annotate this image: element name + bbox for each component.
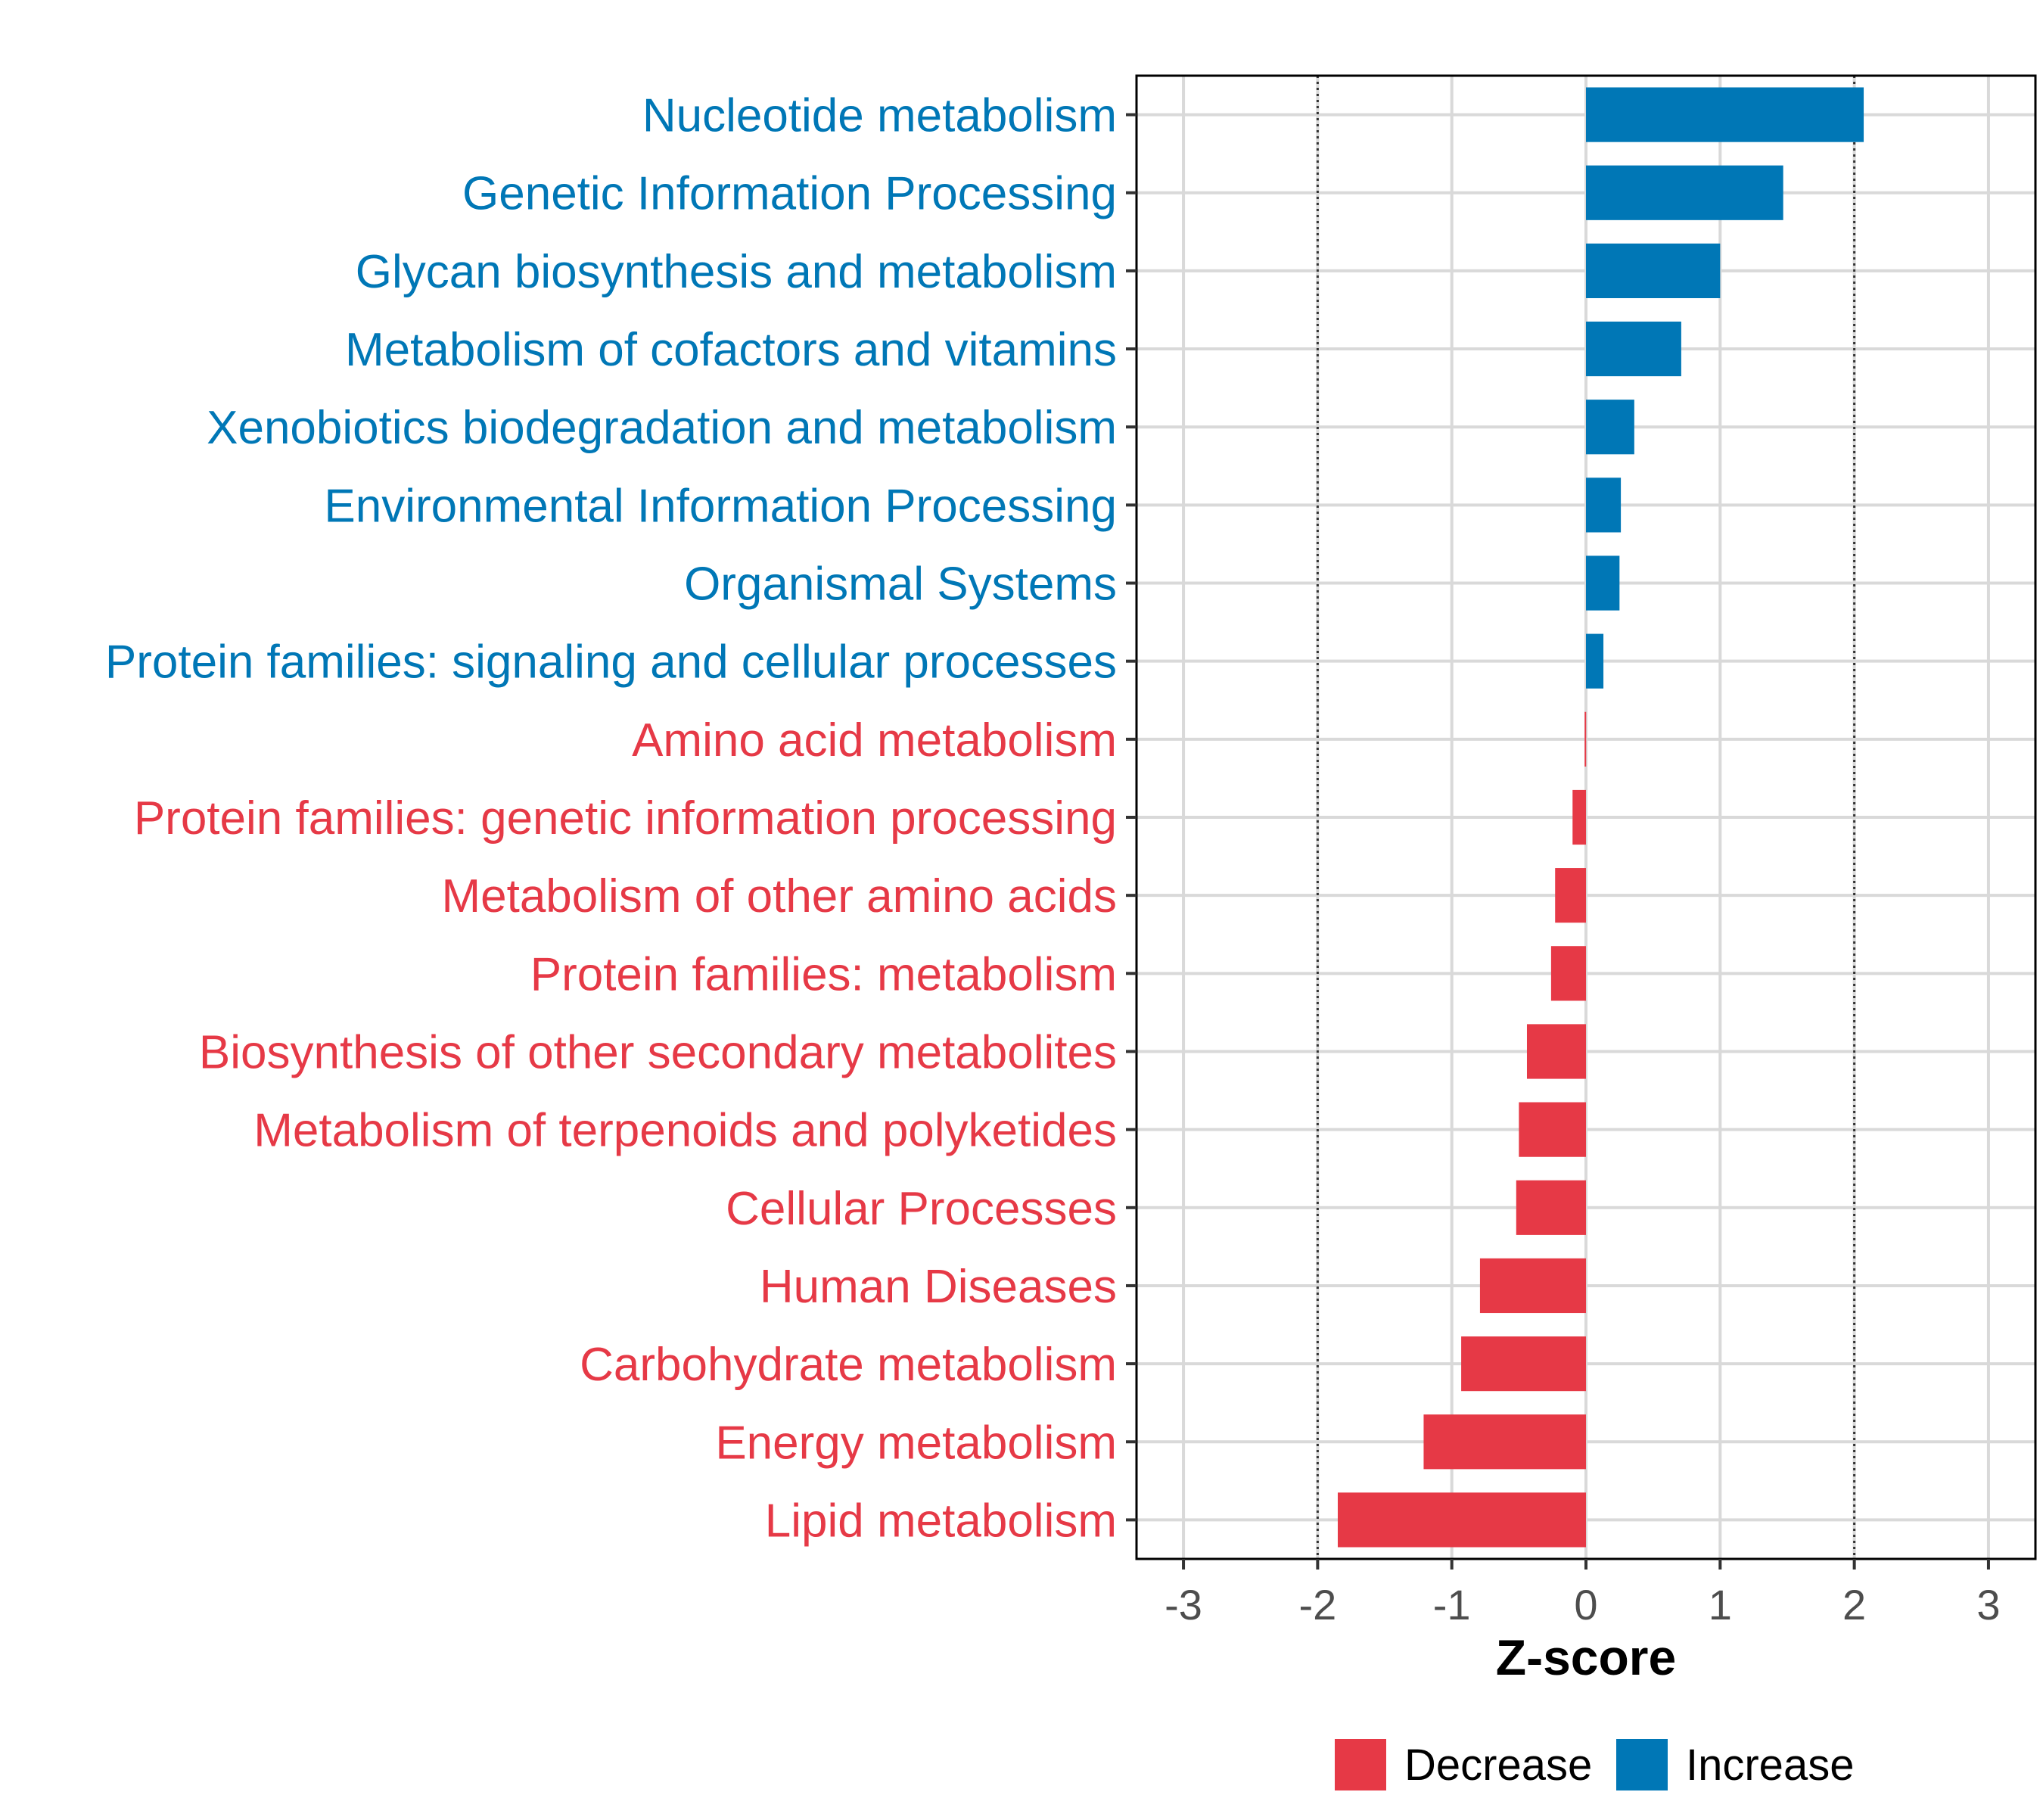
category-label: Biosynthesis of other secondary metaboli…	[199, 1026, 1117, 1078]
legend-key	[1616, 1739, 1668, 1790]
category-label: Energy metabolism	[715, 1417, 1117, 1469]
category-label: Cellular Processes	[726, 1183, 1117, 1235]
category-label: Xenobiotics biodegradation and metabolis…	[207, 402, 1117, 454]
category-label: Genetic Information Processing	[462, 168, 1117, 220]
legend-key	[1335, 1739, 1386, 1790]
category-label: Protein families: signaling and cellular…	[105, 636, 1117, 689]
bar	[1526, 1024, 1586, 1079]
legend: Decrease Increase	[1335, 1739, 1854, 1790]
category-label: Lipid metabolism	[765, 1495, 1117, 1547]
category-label: Organismal Systems	[684, 558, 1117, 611]
x-tick-label: 0	[1574, 1581, 1597, 1629]
x-tick-label: 1	[1709, 1581, 1732, 1629]
category-label: Human Diseases	[760, 1261, 1117, 1313]
y-axis: Nucleotide metabolism Genetic Information…	[105, 90, 1137, 1547]
legend-label: Decrease	[1404, 1741, 1592, 1790]
bar	[1550, 946, 1586, 1001]
bar	[1516, 1180, 1586, 1235]
category-label: Metabolism of terpenoids and polyketides	[253, 1105, 1117, 1157]
bar	[1586, 165, 1783, 220]
bar	[1584, 711, 1587, 767]
bar	[1586, 321, 1681, 377]
bar	[1479, 1258, 1586, 1314]
category-label: Metabolism of other amino acids	[441, 870, 1117, 922]
reference-lines	[1316, 76, 1856, 1559]
category-label: Carbohydrate metabolism	[580, 1339, 1117, 1391]
bar-layer	[1337, 87, 1864, 1548]
category-label: Environmental Information Processing	[324, 480, 1117, 532]
bar	[1586, 87, 1864, 142]
category-label: Glycan biosynthesis and metabolism	[356, 246, 1117, 298]
legend-label: Increase	[1686, 1741, 1854, 1790]
bar	[1586, 400, 1634, 455]
category-label: Amino acid metabolism	[632, 714, 1117, 767]
bar	[1586, 555, 1620, 611]
bar	[1586, 633, 1604, 689]
bar	[1572, 789, 1586, 845]
x-tick-label: 2	[1842, 1581, 1866, 1629]
category-label: Nucleotide metabolism	[642, 90, 1117, 142]
category-label: Metabolism of cofactors and vitamins	[345, 324, 1117, 376]
bar	[1337, 1492, 1586, 1548]
bar	[1586, 243, 1721, 298]
bar	[1519, 1102, 1586, 1157]
category-label: Protein families: genetic information pr…	[134, 792, 1117, 845]
x-axis-title: Z-score	[1496, 1629, 1676, 1685]
bar	[1555, 868, 1586, 923]
bar	[1461, 1336, 1586, 1392]
x-tick-label: -3	[1165, 1581, 1202, 1629]
x-tick-label: -1	[1433, 1581, 1471, 1629]
bar	[1586, 478, 1622, 533]
x-tick-label: -2	[1298, 1581, 1336, 1629]
category-label: Protein families: metabolism	[530, 948, 1117, 1000]
x-axis: -3 -2 -1 0 1 2 3	[1165, 1559, 2001, 1629]
x-tick-label: 3	[1976, 1581, 2000, 1629]
bar	[1423, 1414, 1586, 1470]
